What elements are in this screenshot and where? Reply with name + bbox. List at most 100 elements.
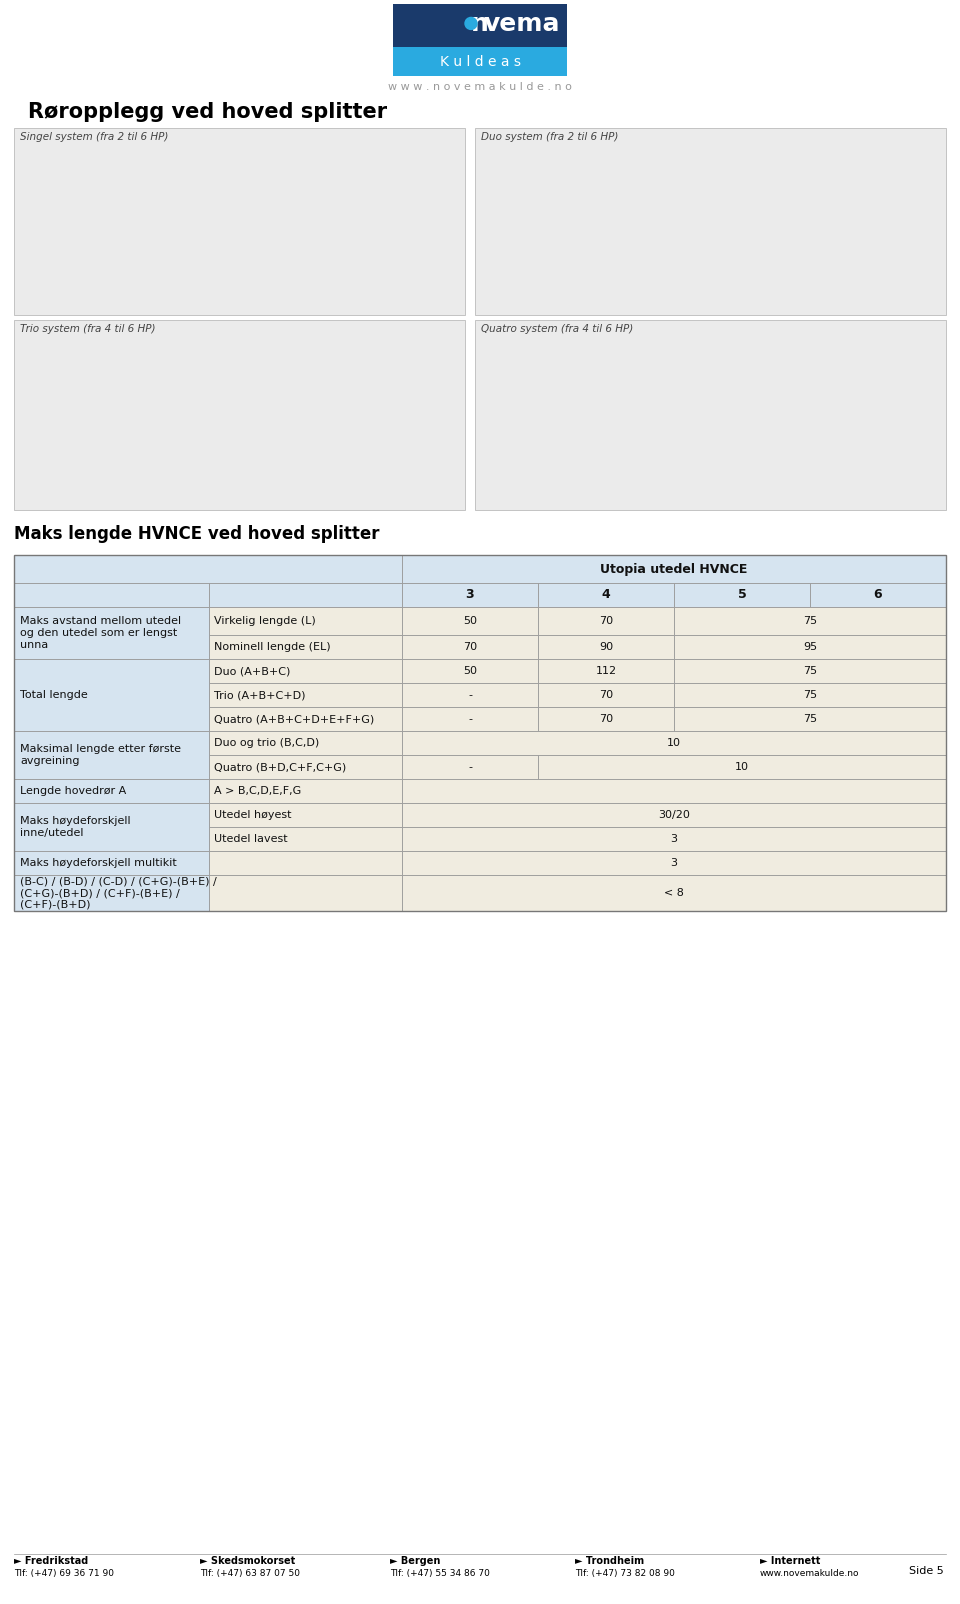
- Bar: [14, 659, 209, 731]
- Bar: [209, 635, 402, 659]
- Bar: [393, 47, 567, 75]
- Bar: [14, 876, 209, 911]
- Text: Side 5: Side 5: [909, 1566, 944, 1577]
- Text: K u l d e a s: K u l d e a s: [440, 55, 520, 69]
- Bar: [209, 582, 402, 606]
- Bar: [538, 659, 674, 683]
- Text: Quatro (A+B+C+D+E+F+G): Quatro (A+B+C+D+E+F+G): [214, 714, 374, 723]
- Text: 95: 95: [803, 642, 817, 651]
- Text: 90: 90: [599, 642, 613, 651]
- Bar: [674, 707, 946, 731]
- Bar: [538, 582, 674, 606]
- Text: 70: 70: [599, 714, 613, 723]
- Text: Maksimal lengde etter første
avgreining: Maksimal lengde etter første avgreining: [20, 744, 181, 765]
- Text: Tlf: (+47) 73 82 08 90: Tlf: (+47) 73 82 08 90: [575, 1569, 675, 1578]
- Text: Tlf: (+47) 63 87 07 50: Tlf: (+47) 63 87 07 50: [200, 1569, 300, 1578]
- Bar: [402, 852, 946, 876]
- Bar: [810, 582, 946, 606]
- Bar: [402, 555, 946, 582]
- Text: 30/20: 30/20: [658, 810, 690, 820]
- Text: Trio (A+B+C+D): Trio (A+B+C+D): [214, 690, 305, 699]
- Text: n: n: [471, 13, 489, 37]
- Text: Total lengde: Total lengde: [20, 690, 87, 699]
- Text: Quatro system (fra 4 til 6 HP): Quatro system (fra 4 til 6 HP): [481, 324, 634, 334]
- Text: 6: 6: [874, 589, 882, 602]
- Text: Duo (A+B+C): Duo (A+B+C): [214, 666, 290, 675]
- Text: Maks høydeforskjell multikit: Maks høydeforskjell multikit: [20, 858, 177, 868]
- Bar: [674, 683, 946, 707]
- Text: 75: 75: [803, 690, 817, 699]
- Bar: [538, 635, 674, 659]
- Text: ► Bergen: ► Bergen: [390, 1556, 441, 1566]
- Bar: [674, 635, 946, 659]
- Bar: [14, 606, 209, 659]
- Text: 5: 5: [737, 589, 746, 602]
- Bar: [209, 683, 402, 707]
- Text: www.novemakulde.no: www.novemakulde.no: [760, 1569, 859, 1578]
- Bar: [402, 780, 946, 804]
- Text: (B-C) / (B-D) / (C-D) / (C+G)-(B+E) /
(C+G)-(B+D) / (C+F)-(B+E) /
(C+F)-(B+D): (B-C) / (B-D) / (C-D) / (C+G)-(B+E) / (C…: [20, 876, 217, 909]
- Bar: [402, 582, 538, 606]
- Text: Tlf: (+47) 69 36 71 90: Tlf: (+47) 69 36 71 90: [14, 1569, 114, 1578]
- Text: Duo og trio (B,C,D): Duo og trio (B,C,D): [214, 738, 320, 747]
- Bar: [209, 606, 402, 635]
- Text: Maks avstand mellom utedel
og den utedel som er lengst
unna: Maks avstand mellom utedel og den utedel…: [20, 616, 181, 650]
- Text: 70: 70: [599, 616, 613, 626]
- Bar: [14, 128, 465, 314]
- Bar: [402, 606, 538, 635]
- Bar: [209, 852, 402, 876]
- Text: 70: 70: [463, 642, 477, 651]
- Text: -: -: [468, 714, 472, 723]
- Text: 3: 3: [670, 834, 678, 844]
- Text: 75: 75: [803, 714, 817, 723]
- Bar: [14, 731, 209, 780]
- Text: Tlf: (+47) 55 34 86 70: Tlf: (+47) 55 34 86 70: [390, 1569, 490, 1578]
- Bar: [14, 852, 209, 876]
- Bar: [674, 582, 810, 606]
- Text: Utedel lavest: Utedel lavest: [214, 834, 288, 844]
- Text: Nominell lengde (EL): Nominell lengde (EL): [214, 642, 330, 651]
- Bar: [14, 555, 402, 582]
- Text: -: -: [468, 762, 472, 772]
- Bar: [674, 606, 946, 635]
- Text: vema: vema: [484, 13, 561, 37]
- Text: 10: 10: [735, 762, 749, 772]
- Text: 75: 75: [803, 616, 817, 626]
- Bar: [209, 804, 402, 828]
- Text: ► Trondheim: ► Trondheim: [575, 1556, 644, 1566]
- Text: Trio system (fra 4 til 6 HP): Trio system (fra 4 til 6 HP): [20, 324, 156, 334]
- Text: 70: 70: [599, 690, 613, 699]
- Text: Maks lengde HVNCE ved hoved splitter: Maks lengde HVNCE ved hoved splitter: [14, 525, 379, 544]
- Bar: [538, 606, 674, 635]
- Text: Duo system (fra 2 til 6 HP): Duo system (fra 2 til 6 HP): [481, 132, 618, 143]
- Text: Lengde hovedrør A: Lengde hovedrør A: [20, 786, 127, 796]
- Text: w w w . n o v e m a k u l d e . n o: w w w . n o v e m a k u l d e . n o: [388, 82, 572, 91]
- Bar: [209, 707, 402, 731]
- Text: ► Skedsmokorset: ► Skedsmokorset: [200, 1556, 296, 1566]
- Bar: [402, 828, 946, 852]
- Bar: [14, 321, 465, 510]
- Circle shape: [465, 18, 477, 29]
- Bar: [14, 780, 209, 804]
- Bar: [538, 755, 946, 780]
- Text: -: -: [468, 690, 472, 699]
- Text: 3: 3: [466, 589, 474, 602]
- Bar: [402, 659, 538, 683]
- Text: 3: 3: [670, 858, 678, 868]
- Bar: [209, 731, 402, 755]
- Bar: [209, 659, 402, 683]
- Text: 10: 10: [667, 738, 681, 747]
- Bar: [209, 755, 402, 780]
- Text: ► Internett: ► Internett: [760, 1556, 821, 1566]
- Bar: [402, 755, 538, 780]
- Text: Quatro (B+D,C+F,C+G): Quatro (B+D,C+F,C+G): [214, 762, 347, 772]
- Bar: [674, 659, 946, 683]
- Text: 50: 50: [463, 666, 477, 675]
- Bar: [14, 804, 209, 852]
- Bar: [402, 707, 538, 731]
- Text: Røropplegg ved hoved splitter: Røropplegg ved hoved splitter: [28, 103, 387, 122]
- Bar: [538, 707, 674, 731]
- Text: < 8: < 8: [664, 889, 684, 898]
- Bar: [402, 635, 538, 659]
- Bar: [14, 555, 946, 911]
